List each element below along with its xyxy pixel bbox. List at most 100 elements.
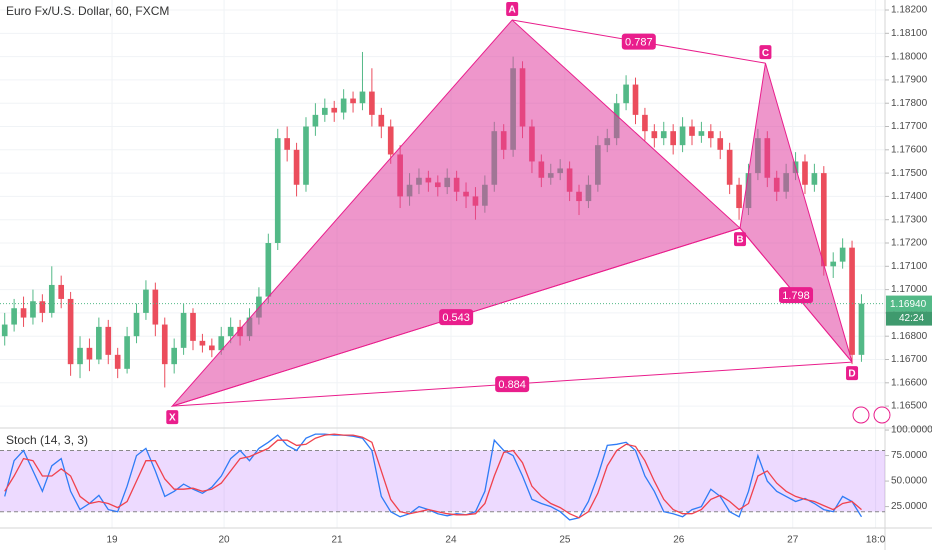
y-tick-label: 1.16700 [891,354,928,365]
candle-body [133,312,140,337]
x-tick-label: 18:0 [866,535,886,546]
x-tick-label: 21 [331,535,343,546]
candle-body [284,138,290,150]
y-tick-label: 1.16500 [891,401,928,412]
x-tick-label: 19 [106,535,118,546]
candle-body [180,312,187,348]
y-tick-label: 1.17000 [891,284,928,295]
candle-body [265,243,272,297]
candle-body [689,126,695,136]
candle-body [227,326,234,337]
ratio-label: 0.884 [498,379,526,391]
candle-body [11,308,17,325]
candle-body [698,131,705,136]
candle-body [48,284,55,313]
candle-body [340,98,347,113]
candle-body [726,149,733,185]
candle-body [642,114,648,132]
candle-body [86,347,93,360]
countdown-box [886,311,932,326]
y-tick-label: 1.17400 [891,191,928,202]
stoch-band [0,450,885,512]
candle-body [218,336,225,351]
candle-body [717,138,724,150]
candle-body [387,126,394,155]
last-price-label: 1.16940 [890,299,927,310]
point-box [759,45,772,60]
y-tick-label: 1.17900 [891,75,928,86]
candle-body [96,326,102,360]
candle-body [39,301,46,313]
y2-tick-label: 100.0000 [891,425,932,436]
x-tick-label: 20 [219,535,231,546]
candle-body [350,98,356,104]
point-label: X [169,413,176,424]
y-tick-label: 1.17500 [891,168,928,179]
candle-body [651,131,658,139]
candle-body [632,84,639,115]
x-tick-label: 27 [787,535,799,546]
point-box [846,366,859,381]
y2-tick-label: 25.0000 [891,501,928,512]
candle-body [802,161,808,185]
chart-title: Euro Fx/U.S. Dollar, 60, FXCM [6,4,169,18]
point-label: A [509,5,516,16]
y-tick-label: 1.17300 [891,214,928,225]
point-box [506,2,519,17]
candle-body [293,149,300,185]
candle-body [359,91,366,104]
candle-body [312,114,319,127]
candle-body [849,247,855,355]
candle-body [114,354,121,369]
y-tick-label: 1.18000 [891,51,928,62]
ratio-box [495,376,530,393]
candle-body [1,324,8,337]
y2-tick-label: 75.0000 [891,450,928,461]
candle-body [331,107,338,113]
candle-body [190,312,196,341]
candle-body [124,336,130,369]
ratio-label: 0.543 [442,312,470,324]
candle-body [77,347,83,365]
candle-body [105,326,112,355]
candle-body [660,131,667,139]
candle-body [736,184,742,209]
ratio-box [621,33,656,50]
stoch-line [4,433,862,519]
point-label: C [762,48,769,59]
y-tick-label: 1.17800 [891,98,928,109]
point-label: D [848,369,855,380]
ratio-label: 0.787 [625,36,653,48]
candle-body [274,138,281,244]
x-tick-label: 25 [559,535,571,546]
candle-body [30,301,36,318]
event-icon[interactable] [852,406,870,424]
candle-body [321,107,328,115]
y2-tick-label: 50.0000 [891,476,928,487]
y-tick-label: 1.17100 [891,261,928,272]
y-tick-label: 1.16600 [891,377,928,388]
stoch-line [4,433,863,521]
candle-body [670,131,676,146]
countdown-label: 42:24 [899,313,924,324]
candle-body [152,289,159,325]
candle-body [143,289,149,313]
point-label: B [736,235,743,246]
candle-body [679,126,686,146]
candle-body [58,284,65,299]
candle-body [839,247,846,262]
candle-body [161,324,168,365]
event-icon[interactable] [873,406,891,424]
ratio-box [439,309,474,326]
y-tick-label: 1.17200 [891,238,928,249]
y-tick-label: 1.18200 [891,5,928,16]
y-tick-label: 1.18100 [891,28,928,39]
candle-body [830,261,837,267]
x-tick-label: 26 [673,535,685,546]
ratio-box [779,287,814,304]
x-tick-label: 24 [445,535,457,546]
candle-body [199,340,206,346]
candle-body [303,126,309,185]
indicator-title: Stoch (14, 3, 3) [6,433,88,447]
